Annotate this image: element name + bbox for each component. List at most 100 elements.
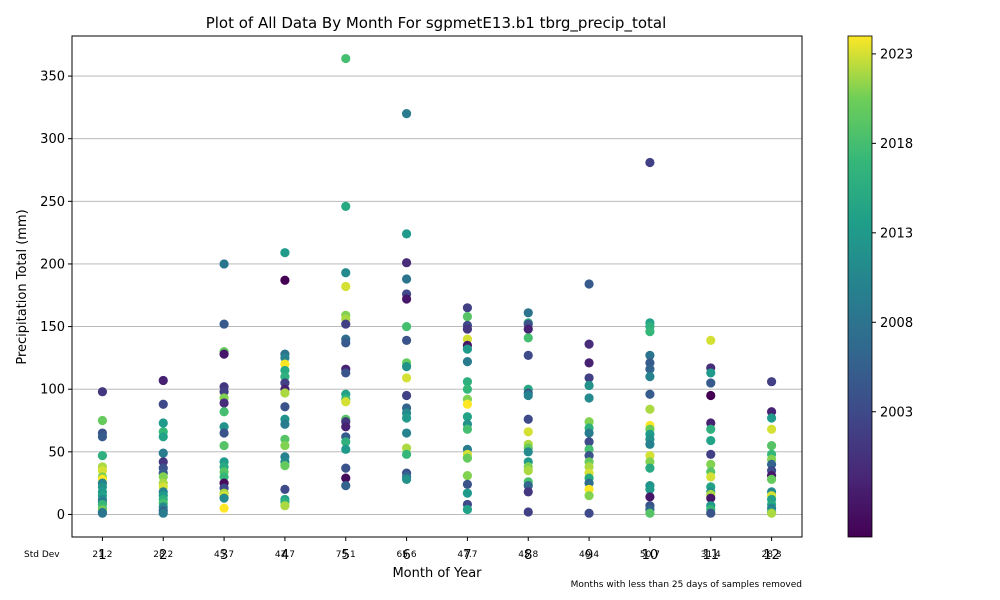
footnote: Months with less than 25 days of samples…	[571, 580, 802, 590]
y-tick-label: 50	[48, 445, 65, 460]
x-tick-label: 3	[220, 548, 228, 563]
data-point	[645, 484, 655, 495]
colorbar-tick-label: 2008	[880, 316, 913, 331]
data-point	[584, 428, 594, 438]
data-point	[219, 428, 229, 438]
data-point	[219, 440, 229, 451]
x-tick-label: 2	[159, 548, 167, 563]
data-point	[523, 390, 533, 401]
data-point	[462, 412, 473, 422]
data-point	[766, 508, 777, 518]
std-dev-value: 47.7	[275, 550, 295, 560]
data-point	[462, 384, 473, 394]
data-point	[645, 389, 655, 399]
data-point	[766, 474, 777, 484]
data-point	[645, 492, 655, 502]
data-point	[584, 373, 594, 383]
data-point	[645, 404, 655, 414]
data-point	[158, 399, 168, 409]
data-point	[584, 393, 594, 403]
x-axis-label: Month of Year	[392, 566, 482, 581]
data-point	[158, 432, 168, 442]
data-point	[401, 362, 412, 372]
std-dev-value: 31.4	[701, 550, 721, 560]
data-point	[462, 399, 473, 409]
gridlines	[72, 75, 802, 515]
data-point	[158, 508, 168, 518]
x-tick-label: 4	[281, 548, 289, 563]
data-point	[219, 407, 229, 417]
plot-frame	[71, 35, 803, 538]
data-point	[706, 472, 716, 482]
data-point	[158, 418, 168, 428]
data-point	[401, 294, 412, 304]
data-point	[158, 448, 168, 458]
data-point	[645, 364, 655, 374]
data-point	[401, 413, 412, 423]
data-point	[706, 378, 716, 388]
data-point	[401, 321, 412, 332]
data-point	[584, 491, 594, 501]
std-dev-title: Std Dev	[24, 550, 60, 560]
data-point	[280, 275, 290, 285]
data-point	[341, 437, 351, 447]
std-dev-value: 28.3	[762, 550, 782, 560]
data-point	[766, 440, 777, 451]
data-point	[462, 479, 473, 489]
colorbar-tick-label: 2013	[880, 226, 913, 241]
data-point	[401, 109, 412, 119]
data-point	[401, 274, 412, 284]
data-point	[219, 503, 229, 513]
x-tick-label: 5	[342, 548, 350, 563]
data-points	[97, 53, 777, 518]
std-dev-value: 28.2	[153, 550, 173, 560]
data-point	[645, 157, 655, 168]
y-tick-label: 0	[57, 508, 65, 523]
data-point	[341, 463, 351, 473]
data-point	[766, 413, 777, 423]
data-point	[645, 508, 655, 518]
data-point	[462, 311, 473, 322]
data-point	[523, 324, 533, 334]
y-tick-label: 300	[40, 132, 65, 147]
data-point	[645, 350, 655, 360]
std-dev-value: 21.2	[92, 550, 112, 560]
data-point	[280, 440, 290, 451]
data-point	[706, 335, 716, 345]
data-point	[97, 387, 108, 397]
colorbar-ticks: 2003 2008 2013 2018 2023	[872, 47, 913, 420]
data-point	[280, 461, 290, 471]
x-tick-label: 11	[702, 548, 719, 563]
data-point	[341, 268, 351, 278]
x-axis-ticks: 1 2 3 4 5 6 7 8 9 10 11 12	[98, 537, 780, 563]
std-dev-value: 45.7	[214, 550, 234, 560]
data-point	[280, 388, 290, 398]
data-point	[523, 487, 533, 497]
chart-title: Plot of All Data By Month For sgpmetE13.…	[206, 14, 667, 33]
data-point	[584, 358, 594, 368]
colorbar-tick-label: 2018	[880, 137, 913, 152]
x-tick-label: 6	[402, 548, 410, 563]
data-point	[219, 398, 229, 408]
data-point	[645, 463, 655, 473]
data-point	[401, 335, 412, 345]
y-tick-label: 350	[40, 70, 65, 85]
data-point	[280, 484, 290, 495]
data-point	[158, 375, 168, 386]
x-tick-label: 1	[98, 548, 106, 563]
std-dev-value: 45.8	[518, 550, 538, 560]
y-tick-label: 100	[40, 383, 65, 398]
std-dev-value: 50.7	[640, 550, 660, 560]
y-tick-label: 250	[40, 195, 65, 210]
x-tick-label: 7	[463, 548, 471, 563]
std-dev-labels: 21.2 28.2 45.7 47.7 75.1 65.6 47.7 45.8 40.4 50.7…	[92, 550, 781, 560]
data-point	[706, 459, 716, 469]
data-point	[462, 357, 473, 367]
data-point	[219, 259, 229, 269]
data-point	[645, 372, 655, 382]
data-point	[523, 427, 533, 437]
data-point	[219, 319, 229, 329]
y-tick-label: 200	[40, 257, 65, 272]
data-point	[401, 258, 412, 268]
